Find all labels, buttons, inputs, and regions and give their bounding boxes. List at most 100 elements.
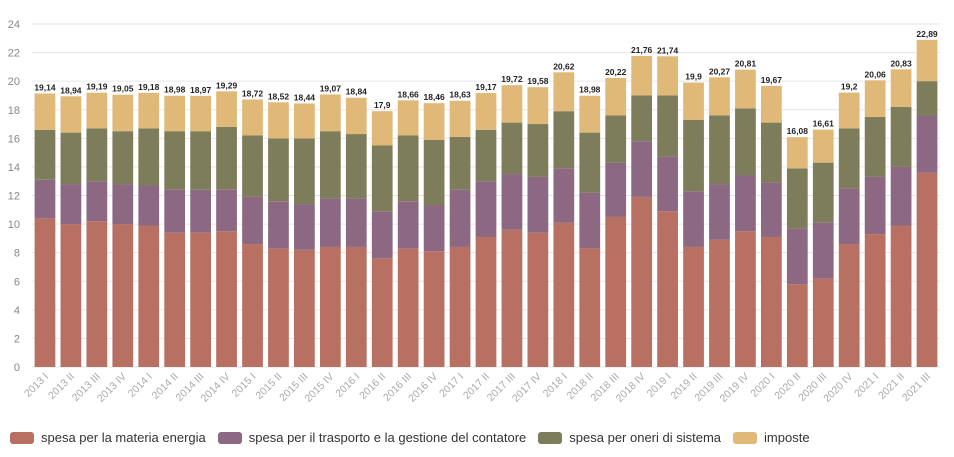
bar-segment-energia[interactable]: [216, 231, 237, 367]
bar-segment-trasporto[interactable]: [345, 198, 367, 247]
bar-segment-trasporto[interactable]: [760, 182, 782, 237]
bar-segment-oneri[interactable]: [34, 129, 56, 180]
bar-segment-trasporto[interactable]: [527, 176, 549, 233]
bar-segment-imposte[interactable]: [112, 94, 134, 132]
bar-segment-imposte[interactable]: [397, 100, 419, 136]
bar-segment-oneri[interactable]: [501, 122, 523, 175]
bar-segment-oneri[interactable]: [812, 162, 834, 223]
bar-segment-imposte[interactable]: [631, 56, 653, 96]
bar-segment-trasporto[interactable]: [190, 189, 211, 233]
bar-segment-energia[interactable]: [190, 232, 211, 367]
bar-segment-energia[interactable]: [164, 232, 186, 367]
bar-segment-trasporto[interactable]: [34, 179, 56, 219]
bar-segment-energia[interactable]: [812, 278, 834, 367]
bar-segment-trasporto[interactable]: [242, 196, 263, 245]
bar-segment-oneri[interactable]: [345, 134, 367, 199]
bar-segment-imposte[interactable]: [683, 82, 704, 120]
bar-segment-oneri[interactable]: [216, 126, 237, 190]
bar-segment-oneri[interactable]: [631, 95, 653, 142]
bar-segment-oneri[interactable]: [475, 129, 497, 182]
bar-segment-oneri[interactable]: [190, 131, 211, 190]
bar-segment-trasporto[interactable]: [735, 175, 756, 232]
bar-segment-oneri[interactable]: [164, 131, 186, 190]
bar-segment-oneri[interactable]: [242, 135, 263, 197]
bar-segment-imposte[interactable]: [605, 78, 627, 116]
bar-segment-imposte[interactable]: [475, 93, 497, 130]
bar-segment-imposte[interactable]: [34, 93, 56, 130]
bar-segment-imposte[interactable]: [735, 69, 756, 109]
bar-segment-imposte[interactable]: [890, 69, 912, 107]
bar-segment-imposte[interactable]: [579, 95, 601, 133]
bar-segment-trasporto[interactable]: [319, 198, 341, 247]
bar-segment-imposte[interactable]: [527, 87, 549, 125]
bar-segment-oneri[interactable]: [527, 124, 549, 177]
bar-segment-trasporto[interactable]: [890, 166, 912, 226]
bar-segment-oneri[interactable]: [268, 138, 289, 202]
bar-segment-oneri[interactable]: [112, 131, 134, 185]
bar-segment-energia[interactable]: [605, 216, 627, 367]
bar-segment-trasporto[interactable]: [631, 141, 653, 197]
bar-segment-energia[interactable]: [527, 232, 549, 367]
bar-segment-imposte[interactable]: [449, 100, 471, 137]
bar-segment-trasporto[interactable]: [449, 189, 471, 247]
bar-segment-oneri[interactable]: [86, 128, 108, 182]
bar-segment-trasporto[interactable]: [864, 176, 886, 235]
bar-segment-imposte[interactable]: [190, 95, 211, 132]
bar-segment-oneri[interactable]: [838, 128, 860, 189]
bar-segment-energia[interactable]: [631, 196, 653, 367]
bar-segment-imposte[interactable]: [501, 85, 523, 123]
bar-segment-trasporto[interactable]: [812, 222, 834, 279]
legend-item-imposte[interactable]: imposte: [733, 430, 810, 445]
bar-segment-energia[interactable]: [86, 221, 108, 367]
bar-segment-trasporto[interactable]: [268, 201, 289, 249]
bar-segment-energia[interactable]: [683, 246, 704, 367]
bar-segment-oneri[interactable]: [890, 106, 912, 167]
bar-segment-energia[interactable]: [449, 246, 471, 367]
bar-segment-oneri[interactable]: [371, 145, 393, 212]
bar-segment-oneri[interactable]: [760, 122, 782, 183]
bar-segment-imposte[interactable]: [812, 129, 834, 163]
bar-segment-trasporto[interactable]: [838, 188, 860, 245]
bar-segment-energia[interactable]: [345, 246, 367, 367]
bar-segment-trasporto[interactable]: [475, 181, 497, 237]
bar-segment-trasporto[interactable]: [86, 181, 108, 222]
bar-segment-imposte[interactable]: [319, 94, 341, 132]
bar-segment-energia[interactable]: [579, 248, 601, 367]
bar-segment-trasporto[interactable]: [916, 115, 938, 173]
bar-segment-oneri[interactable]: [319, 131, 341, 199]
bar-segment-trasporto[interactable]: [501, 174, 523, 230]
bar-segment-energia[interactable]: [242, 244, 263, 367]
bar-segment-energia[interactable]: [60, 224, 82, 367]
bar-segment-imposte[interactable]: [553, 72, 575, 112]
bar-segment-trasporto[interactable]: [216, 189, 237, 232]
bar-segment-energia[interactable]: [786, 284, 808, 367]
bar-segment-trasporto[interactable]: [60, 184, 82, 225]
bar-segment-oneri[interactable]: [916, 81, 938, 116]
bar-segment-trasporto[interactable]: [294, 204, 315, 250]
bar-segment-imposte[interactable]: [371, 111, 393, 146]
bar-segment-energia[interactable]: [138, 225, 160, 367]
bar-segment-oneri[interactable]: [579, 132, 601, 193]
bar-segment-energia[interactable]: [34, 218, 56, 367]
bar-segment-oneri[interactable]: [449, 136, 471, 190]
bar-segment-energia[interactable]: [268, 248, 289, 367]
bar-segment-energia[interactable]: [397, 248, 419, 367]
bar-segment-imposte[interactable]: [838, 92, 860, 129]
bar-segment-energia[interactable]: [657, 211, 678, 367]
bar-segment-oneri[interactable]: [683, 119, 704, 192]
legend-item-trasporto[interactable]: spesa per il trasporto e la gestione del…: [217, 430, 526, 445]
bar-segment-energia[interactable]: [501, 229, 523, 367]
bar-segment-energia[interactable]: [475, 236, 497, 367]
bar-segment-trasporto[interactable]: [553, 168, 575, 223]
bar-segment-trasporto[interactable]: [397, 201, 419, 249]
bar-segment-imposte[interactable]: [760, 85, 782, 123]
bar-segment-imposte[interactable]: [164, 95, 186, 132]
bar-segment-oneri[interactable]: [709, 115, 730, 185]
bar-segment-oneri[interactable]: [60, 132, 82, 185]
bar-segment-imposte[interactable]: [709, 77, 730, 116]
bar-segment-imposte[interactable]: [345, 97, 367, 135]
bar-segment-energia[interactable]: [112, 224, 134, 367]
legend-item-oneri[interactable]: spesa per oneri di sistema: [538, 430, 721, 445]
bar-segment-trasporto[interactable]: [605, 162, 627, 217]
bar-segment-oneri[interactable]: [864, 116, 886, 177]
